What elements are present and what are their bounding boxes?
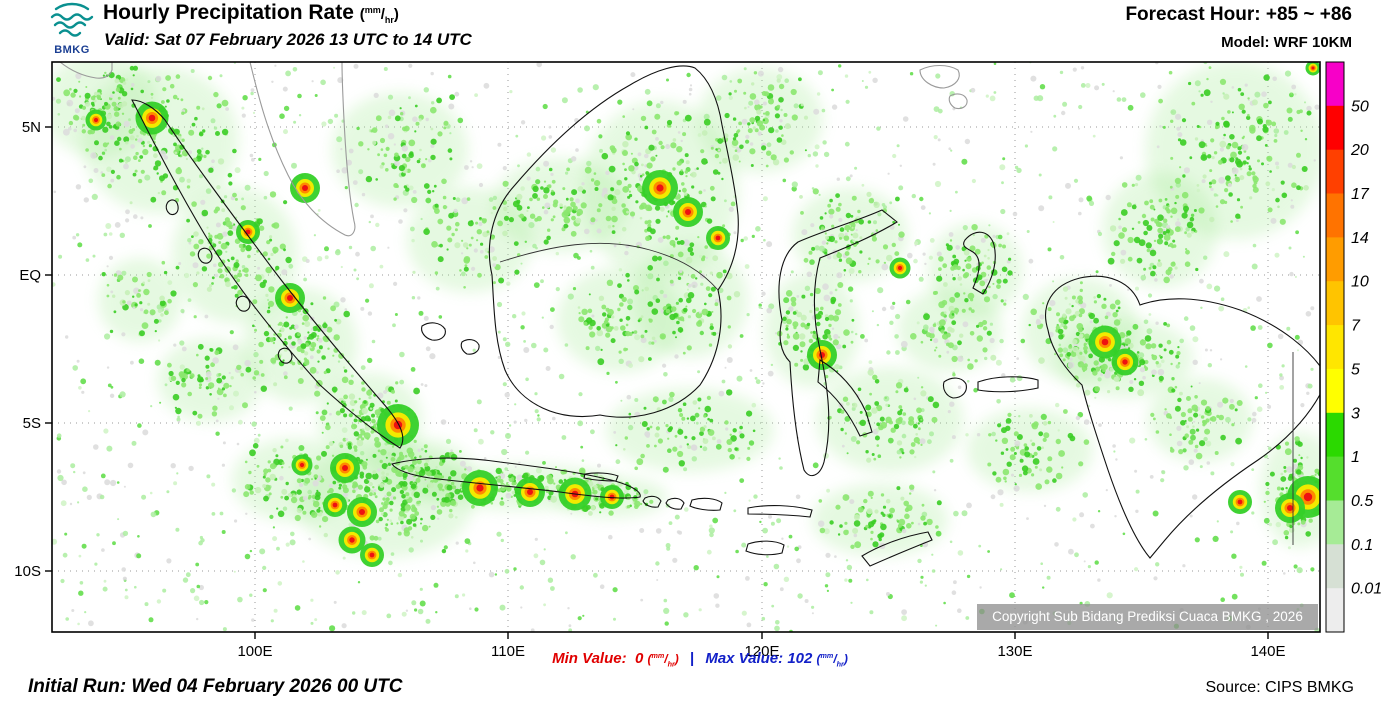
coastlines [131,65,1320,567]
lat-label: 10S [14,563,41,580]
copyright-strip: Copyright Sub Bidang Prediksi Cuaca BMKG… [977,604,1318,630]
max-value: 102 [787,650,813,667]
lon-label: 100E [237,643,272,660]
bmkg-logo: BMKG [44,2,100,56]
country-borders [499,242,1294,545]
legend-value: 10 [1351,274,1369,291]
legend-value: 3 [1351,405,1360,422]
model-label: Model: WRF 10KM [1221,34,1352,51]
max-value-label: Max Value: 102 (mm/hr) [705,650,848,669]
graticule [52,62,1320,632]
legend-value: 0.5 [1351,493,1373,510]
min-value-label: Min Value: 0 (mm/hr) [552,650,679,669]
legend-value: 20 [1350,142,1369,159]
bmkg-logo-icon [50,2,94,37]
forecast-hour-label: Forecast Hour: +85 ~ +86 [1125,4,1352,26]
lon-label: 120E [744,643,779,660]
forecast-hour-caption: Forecast Hour: [1125,4,1261,25]
lat-label: EQ [19,267,41,284]
legend-value: 50 [1351,98,1369,115]
valid-time-label: Valid: Sat 07 February 2026 13 UTC to 14… [104,30,472,49]
legend-value: 7 [1351,318,1361,335]
legend-value: 17 [1351,186,1370,203]
unit-sup: mm [364,5,381,15]
lat-label: 5S [23,415,41,432]
bmkg-logo-text: BMKG [54,44,90,56]
legend-value: 0.1 [1351,537,1373,554]
forecast-hour-value: +85 ~ +86 [1265,4,1352,25]
page-title: Hourly Precipitation Rate (mm/hr) [103,1,399,25]
title-unit: (mm/hr) [359,5,399,25]
precipitation-layer [52,62,1320,632]
map-frame [51,61,1321,633]
initial-run-label: Initial Run: Wed 04 February 2026 00 UTC [28,676,403,697]
min-caption: Min Value: [552,650,627,667]
minmax-separator: | [689,650,695,667]
legend-colorbar [1325,61,1345,633]
legend-value: 5 [1351,361,1360,378]
lon-label: 130E [997,643,1032,660]
legend-value: 0.01 [1351,581,1382,598]
legend-value: 14 [1351,230,1369,247]
minmax-line: Min Value: 0 (mm/hr) | Max Value: 102 (m… [0,650,1400,668]
lat-label: 5N [22,119,41,136]
max-caption: Max Value: [705,650,784,667]
min-unit: (mm/hr) [647,651,679,669]
source-label: Source: CIPS BMKG [1205,679,1355,696]
foreign-coastlines [59,62,968,237]
lon-label: 110E [491,643,525,660]
lon-label: 140E [1250,643,1285,660]
legend-value: 1 [1351,449,1360,466]
unit-sub: hr [384,15,394,25]
max-unit: (mm/hr) [816,651,848,669]
page-title-text: Hourly Precipitation Rate [103,1,354,24]
min-value: 0 [634,650,644,667]
